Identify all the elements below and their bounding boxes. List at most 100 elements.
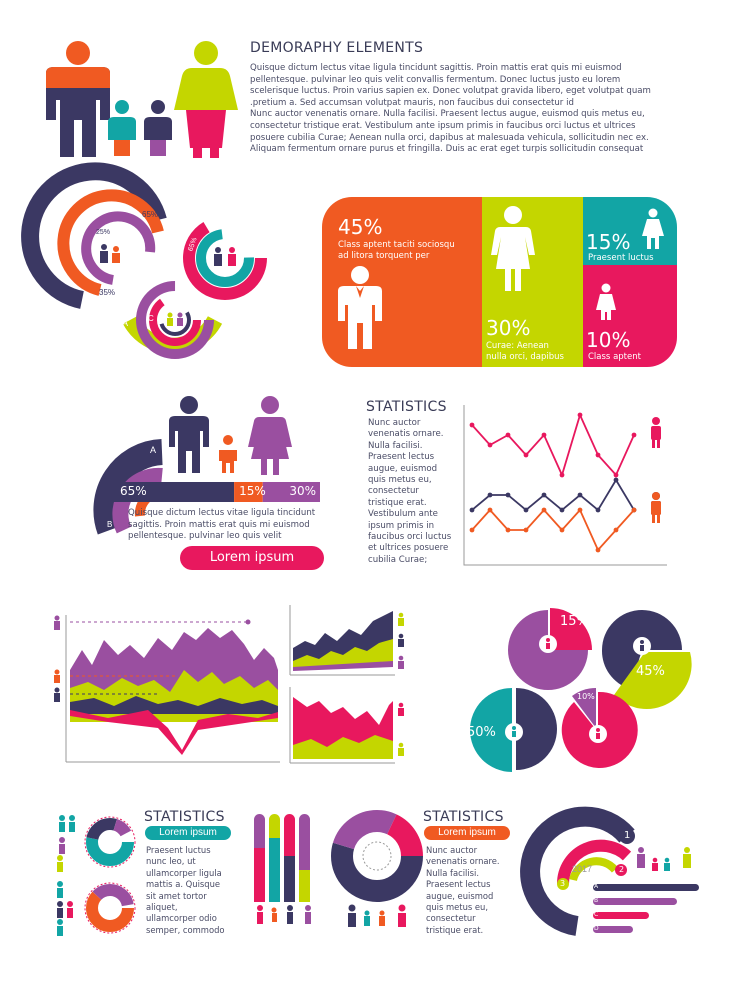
line-point xyxy=(487,442,493,448)
area-chart-small-bottom xyxy=(289,687,404,764)
man-navy-icon xyxy=(54,687,60,702)
child-icon xyxy=(108,100,136,156)
child-orange-icon xyxy=(219,435,237,473)
line-point xyxy=(631,507,637,513)
statistics-title-2: STATISTICS xyxy=(144,809,225,825)
arc-label-a: A xyxy=(150,445,157,455)
pie-label-50: 50% xyxy=(467,725,496,740)
arc-label-b: B xyxy=(107,520,113,529)
pie-label-10: 10% xyxy=(577,692,595,701)
stacked-bar-segment xyxy=(234,482,263,502)
line-point xyxy=(505,527,511,533)
spiral-num-3: 3 xyxy=(560,879,566,888)
bar-section-text: Quisque dictum lectus vitae ligula tinci… xyxy=(128,508,316,542)
line-point xyxy=(523,527,529,533)
person-icon xyxy=(651,417,661,448)
line-point xyxy=(595,452,601,458)
child-icon xyxy=(144,100,172,156)
spiral-num-2: 2 xyxy=(619,865,625,874)
woman-small-icon xyxy=(642,208,664,249)
block-30-text: Curae: Aenean nulla orci, dapibus xyxy=(486,341,564,362)
line-series xyxy=(471,508,635,552)
stacked-bar-segment xyxy=(262,482,320,502)
block-lime xyxy=(482,197,583,367)
pie-label-15: 15% xyxy=(560,614,589,629)
line-point xyxy=(541,492,547,498)
block-15-text: Praesent luctus xyxy=(588,253,654,263)
spiral-num-1: 1 xyxy=(624,830,631,841)
pie-10 xyxy=(561,688,638,768)
big-donut xyxy=(331,810,423,927)
line-point xyxy=(595,547,601,553)
line-point xyxy=(577,492,583,498)
stacked-bar-label: 65% xyxy=(120,484,147,498)
block-45-text: Class aptent taciti sociosqu ad litora to… xyxy=(338,240,455,261)
line-point xyxy=(559,507,565,513)
line-point xyxy=(505,492,511,498)
mother-icon xyxy=(174,41,238,158)
woman-icon xyxy=(491,206,535,291)
woman-purple-icon xyxy=(54,615,60,630)
ring-chart-two xyxy=(183,216,267,300)
spiral-label-c: C xyxy=(594,911,599,918)
statistics-text-1: Nunc auctor venenatis ornare. Nulla facili… xyxy=(368,418,452,565)
line-point xyxy=(595,507,601,513)
lorem-ipsum-button[interactable]: Lorem ipsum xyxy=(180,546,324,570)
spiral-chart xyxy=(520,806,699,936)
line-point xyxy=(505,432,511,438)
donut-pair xyxy=(57,815,136,936)
block-10-text: Class aptent xyxy=(588,352,641,362)
line-series xyxy=(471,478,635,512)
man-navy-icon xyxy=(169,396,209,473)
stacked-percent-bar xyxy=(110,482,320,502)
line-point xyxy=(613,472,619,478)
ring-label-c: C xyxy=(148,314,154,323)
line-chart xyxy=(463,405,667,566)
block-30-percent: 30% xyxy=(486,316,531,340)
stacked-bar-labels: 65% 15% 30% xyxy=(110,482,320,502)
couple-child-icons xyxy=(169,396,292,475)
area-chart-small-top xyxy=(289,605,404,676)
lorem-ipsum-tag-teal[interactable]: Lorem ipsum xyxy=(145,826,231,840)
girl-icon xyxy=(596,283,616,320)
pill-bars xyxy=(254,814,311,924)
lorem-ipsum-tag-orange[interactable]: Lorem ipsum xyxy=(424,826,510,840)
line-point xyxy=(577,412,583,418)
page-title: DEMORAPHY ELEMENTS xyxy=(250,40,424,56)
spiral-label-a: A xyxy=(594,883,599,890)
ring-label-35: 35% xyxy=(99,288,116,297)
pie-chart-group xyxy=(470,608,692,772)
line-point xyxy=(523,507,529,513)
block-15-percent: 15% xyxy=(586,230,631,254)
stacked-bar-label: 30% xyxy=(289,484,316,498)
line-point xyxy=(487,507,493,513)
line-point xyxy=(541,507,547,513)
line-point xyxy=(541,432,547,438)
area-chart-main xyxy=(54,615,280,763)
line-point xyxy=(523,452,529,458)
ring-label-a: A xyxy=(122,318,129,328)
family-illustration xyxy=(46,41,238,158)
woman-purple-icon xyxy=(248,396,292,475)
ring-label-65: 65% xyxy=(142,210,159,219)
child-orange-icon xyxy=(54,669,60,683)
spiral-label-b: B xyxy=(594,897,599,904)
line-point xyxy=(613,477,619,483)
pie-50 xyxy=(470,688,557,772)
spiral-label-d: D xyxy=(594,925,599,932)
person-icon xyxy=(651,492,661,523)
people-icons-left xyxy=(57,815,75,936)
statistics-text-2: Praesent luctus nunc leo, ut ullamcorper l… xyxy=(146,845,225,935)
line-point xyxy=(613,527,619,533)
line-point xyxy=(487,492,493,498)
line-point xyxy=(469,507,475,513)
block-pink xyxy=(583,265,677,367)
statistics-text-3: Nunc auctor venenatis ornare. Nulla facili… xyxy=(426,845,500,935)
pie-45 xyxy=(601,610,692,710)
line-series xyxy=(471,412,635,478)
father-icon xyxy=(46,41,110,157)
ring-label-b: B xyxy=(201,296,208,306)
spiral-year: 2017 xyxy=(572,864,593,874)
man-icon xyxy=(338,266,382,349)
pie-label-45: 45% xyxy=(636,664,665,679)
